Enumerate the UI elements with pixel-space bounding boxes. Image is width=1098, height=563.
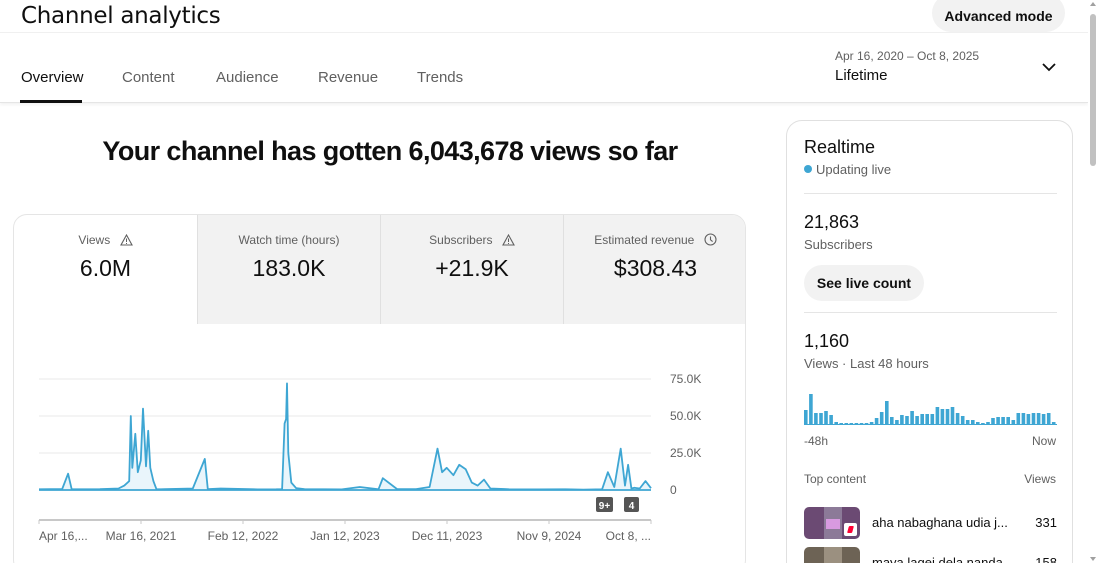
subscriber-label: Subscribers (804, 237, 873, 252)
tab-overview[interactable]: Overview (21, 69, 84, 86)
annotation-marker-9plus[interactable]: 9+ (596, 497, 613, 512)
tab-content[interactable]: Content (122, 69, 175, 86)
tabs-bar: Overview Content Audience Revenue Trends… (0, 33, 1088, 103)
realtime-title: Realtime (804, 137, 876, 157)
metric-label: Subscribers (429, 233, 493, 247)
svg-text:Oct 8, ...: Oct 8, ... (606, 529, 651, 543)
video-thumbnail (804, 507, 860, 539)
metric-label: Views (78, 233, 111, 247)
metric-tab-watch-time[interactable]: Watch time (hours) 183.0K (198, 215, 380, 324)
metric-label: Watch time (hours) (238, 233, 340, 247)
metric-value: +21.9K (435, 255, 509, 281)
annotation-marker-4[interactable]: 4 (624, 497, 639, 512)
svg-text:Apr 16,...: Apr 16,... (39, 529, 88, 543)
svg-text:Mar 16, 2021: Mar 16, 2021 (106, 529, 177, 543)
metric-tab-estimated-revenue[interactable]: Estimated revenue $308.43 (564, 215, 745, 324)
page-scrollbar[interactable] (1088, 0, 1098, 563)
metric-label: Estimated revenue (594, 233, 695, 247)
clock-icon (704, 233, 717, 246)
warning-icon (501, 234, 515, 246)
realtime-bar-chart[interactable] (804, 386, 1057, 426)
content-title: maya lagei dela nanda... (872, 555, 1012, 563)
metric-value: 6.0M (79, 255, 132, 281)
advanced-mode-button[interactable]: Advanced mode (932, 0, 1065, 32)
x-axis-labels: Apr 16,... Mar 16, 2021 Feb 12, 2022 Jan 12… (38, 520, 652, 543)
svg-text:Jan 12, 2023: Jan 12, 2023 (310, 529, 380, 543)
svg-text:4: 4 (629, 501, 635, 512)
total-views-headline: Your channel has gotten 6,043,678 views … (102, 136, 678, 166)
tab-audience[interactable]: Audience (216, 69, 279, 86)
top-content-row[interactable]: maya lagei dela nanda... 158 (804, 547, 1057, 563)
page-title: Channel analytics (21, 3, 221, 29)
warning-icon (119, 234, 133, 246)
chevron-down-icon[interactable] (1038, 59, 1060, 75)
live-status-text: Updating live (816, 162, 892, 177)
live-status: Updating live (804, 162, 891, 177)
title-bar: Channel analytics Advanced mode (0, 0, 1088, 33)
see-live-count-button[interactable]: See live count (804, 265, 924, 301)
subscriber-count: 21,863 (804, 212, 860, 232)
svg-text:9+: 9+ (599, 501, 611, 512)
date-range-text: Apr 16, 2020 – Oct 8, 2025 (835, 49, 980, 63)
divider (804, 312, 1057, 313)
content-title: aha nabaghana udia j... (872, 515, 1008, 530)
svg-text:50.0K: 50.0K (670, 409, 701, 423)
realtime-views-count: 1,160 (804, 331, 850, 351)
realtime-card: Realtime Updating live 21,863 Subscriber… (786, 120, 1073, 563)
top-content-row[interactable]: aha nabaghana udia j... 331 (804, 507, 1057, 541)
live-dot-icon (804, 165, 812, 173)
date-preset-text: Lifetime (835, 67, 888, 84)
divider (804, 193, 1057, 194)
views-line-chart[interactable]: 0 25.0K 50.0K 75.0K Apr 16,... Mar 16, 2021 F… (14, 215, 746, 563)
views-column-header: Views (1024, 472, 1056, 486)
divider (563, 215, 564, 324)
axis-end-label: Now (1031, 434, 1056, 448)
top-content-header: Top content (804, 472, 867, 486)
axis-start-label: -48h (804, 434, 829, 448)
svg-text:25.0K: 25.0K (670, 446, 701, 460)
divider (197, 215, 198, 324)
metric-value: 183.0K (252, 255, 326, 281)
overview-chart-card: Views 6.0M Watch time (hours) 183.0K Sub… (13, 214, 746, 563)
video-thumbnail (804, 547, 860, 563)
shorts-icon (844, 523, 857, 536)
divider (380, 215, 381, 324)
svg-text:75.0K: 75.0K (670, 372, 701, 386)
svg-text:Dec 11, 2023: Dec 11, 2023 (412, 529, 483, 543)
metric-tab-views[interactable]: Views 6.0M (14, 215, 197, 324)
tab-revenue[interactable]: Revenue (318, 69, 379, 86)
tab-trends[interactable]: Trends (417, 69, 464, 86)
content-views: 331 (1035, 515, 1057, 530)
scroll-down-arrow-icon[interactable] (1090, 557, 1096, 561)
active-tab-indicator (20, 100, 82, 103)
scroll-up-arrow-icon[interactable] (1090, 2, 1096, 6)
svg-text:Nov 9, 2024: Nov 9, 2024 (517, 529, 582, 543)
content-views: 158 (1035, 555, 1057, 563)
svg-text:Feb 12, 2022: Feb 12, 2022 (208, 529, 279, 543)
metric-tab-subscribers[interactable]: Subscribers +21.9K (381, 215, 563, 324)
y-axis-labels: 0 25.0K 50.0K 75.0K (670, 372, 701, 497)
realtime-views-label: Views · Last 48 hours (804, 356, 929, 371)
svg-text:0: 0 (670, 483, 677, 497)
scrollbar-thumb[interactable] (1090, 14, 1096, 166)
metric-value: $308.43 (613, 255, 698, 281)
